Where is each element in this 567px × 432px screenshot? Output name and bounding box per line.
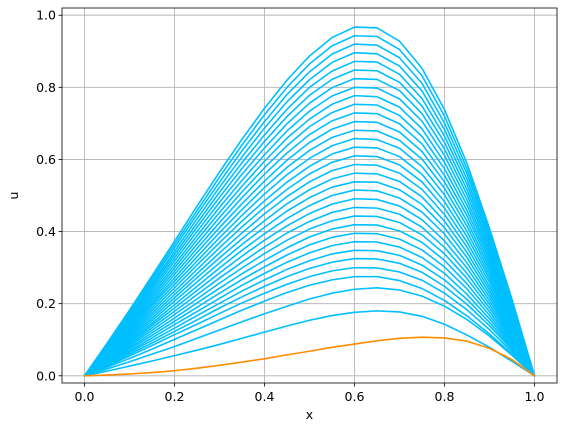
series-line: [83, 172, 536, 377]
y-tick-label: 0.2: [36, 296, 56, 311]
series-line: [83, 86, 536, 377]
x-tick-label: 0.6: [345, 389, 365, 404]
series-line: [83, 34, 536, 377]
series-line: [83, 146, 536, 377]
series-line: [83, 163, 536, 377]
x-tick-label: 0.4: [255, 389, 275, 404]
series-line: [83, 94, 536, 377]
series-line: [83, 112, 536, 377]
series-line: [83, 206, 536, 377]
series-line: [83, 189, 536, 377]
series-line: [83, 197, 536, 377]
series-line: [83, 26, 536, 377]
highlight-series-line: [83, 336, 536, 377]
series-line: [83, 223, 536, 377]
series-line: [83, 275, 536, 377]
series-line: [83, 266, 536, 377]
series-line: [83, 137, 536, 377]
y-axis-label: u: [6, 192, 21, 200]
series-line: [83, 120, 536, 377]
series-group: [83, 26, 536, 377]
x-tick-label: 0.0: [75, 389, 95, 404]
series-line: [83, 77, 536, 377]
series-line: [83, 129, 536, 377]
x-tick-label: 0.8: [435, 389, 455, 404]
series-line: [83, 181, 536, 377]
series-line: [83, 60, 536, 377]
series-line: [83, 257, 536, 377]
y-tick-label: 0.4: [36, 224, 56, 239]
y-tick-label: 0.6: [36, 152, 56, 167]
series-line: [83, 240, 536, 377]
series-line: [83, 103, 536, 377]
y-tick-label: 0.8: [36, 80, 56, 95]
x-tick-label: 1.0: [525, 389, 545, 404]
series-line: [83, 249, 536, 377]
x-tick-label: 0.2: [165, 389, 185, 404]
y-tick-label: 0.0: [36, 368, 56, 383]
series-line: [83, 310, 536, 377]
series-line: [83, 232, 536, 377]
series-line: [83, 215, 536, 377]
y-tick-label: 1.0: [36, 8, 56, 23]
series-line: [83, 69, 536, 377]
series-line: [83, 51, 536, 377]
series-line: [83, 43, 536, 377]
ticks: 0.0 0.2 0.4 0.6 0.8 1.0 0.0 0.2 0.4 0.6 0.8 1.0: [36, 8, 544, 404]
plot-frame: [61, 7, 558, 384]
series-line: [83, 287, 536, 377]
series-line: [83, 155, 536, 377]
x-axis-label: x: [306, 407, 313, 422]
